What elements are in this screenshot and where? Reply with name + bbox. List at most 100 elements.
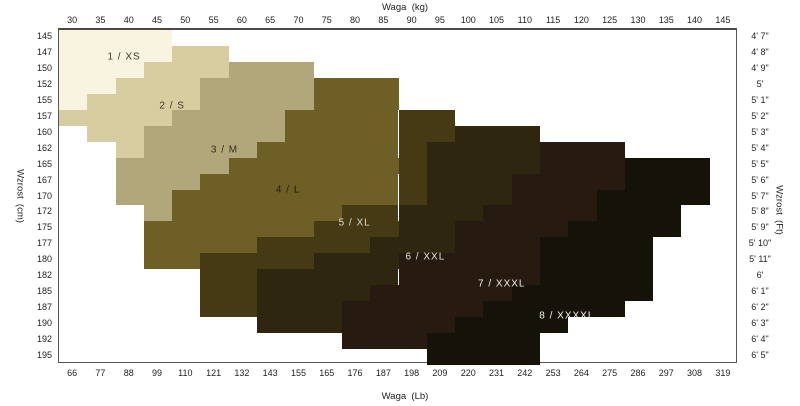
- tick-label-lb-88: 88: [123, 368, 134, 378]
- tick-label-ft-19: 6' 4": [751, 334, 769, 345]
- tick-label-ft-0: 4' 7": [751, 30, 769, 41]
- tick-label-kg-115: 115: [545, 15, 561, 25]
- tick-label-ft-18: 6' 3": [751, 318, 769, 329]
- tick-label-lb-121: 121: [206, 368, 222, 378]
- size-region-XXXL: [539, 157, 625, 174]
- size-region-XXL: [257, 269, 399, 286]
- tick-label-lb-220: 220: [460, 368, 476, 378]
- tick-label-kg-70: 70: [293, 15, 304, 25]
- tick-label-cm-172: 172: [36, 206, 52, 217]
- tick-label-ft-5: 5' 2": [751, 110, 769, 121]
- size-region-XL: [200, 253, 314, 270]
- size-region-XXXXL: [455, 317, 569, 334]
- tick-label-lb-187: 187: [375, 368, 391, 378]
- size-region-XS: [59, 30, 173, 46]
- tick-label-ft-17: 6' 2": [751, 302, 769, 313]
- top-axis-title: Waga (kg): [381, 2, 429, 13]
- size-region-XXL: [257, 317, 342, 334]
- size-region-L: [172, 205, 342, 222]
- tick-label-lb-242: 242: [517, 368, 533, 378]
- tick-label-kg-60: 60: [236, 15, 247, 25]
- size-region-XXXXL: [539, 237, 654, 254]
- size-region-L: [143, 221, 314, 238]
- size-region-XXXL: [455, 221, 569, 238]
- size-region-XL: [398, 141, 427, 158]
- tick-label-lb-264: 264: [573, 368, 589, 378]
- size-region-XL: [341, 205, 399, 222]
- size-region-M: [115, 173, 201, 190]
- size-region-XXXL: [341, 317, 456, 334]
- size-region-XXXXL: [568, 221, 682, 238]
- tick-label-lb-66: 66: [67, 368, 78, 378]
- size-region-XL: [200, 269, 258, 286]
- tick-label-lb-176: 176: [347, 368, 363, 378]
- size-region-XXXXL: [596, 189, 710, 206]
- size-region-XL: [398, 109, 456, 126]
- tick-label-kg-135: 135: [658, 15, 674, 25]
- tick-label-ft-7: 5' 4": [751, 142, 769, 153]
- size-region-XXXL: [341, 301, 484, 318]
- size-region-XXL: [426, 157, 540, 174]
- tick-label-kg-65: 65: [265, 15, 276, 25]
- tick-label-cm-165: 165: [36, 158, 52, 169]
- tick-label-ft-8: 5' 5": [751, 158, 769, 169]
- size-region-XXXXL: [624, 173, 710, 190]
- size-region-S: [87, 93, 201, 110]
- tick-label-kg-75: 75: [321, 15, 332, 25]
- tick-label-cm-162: 162: [36, 142, 52, 153]
- size-region-L: [143, 237, 258, 254]
- size-region-M: [115, 189, 173, 206]
- size-region-XL: [200, 301, 258, 318]
- size-region-XXL: [455, 125, 540, 142]
- size-region-XS: [59, 61, 144, 78]
- tick-label-lb-231: 231: [489, 368, 505, 378]
- size-region-M: [228, 61, 314, 78]
- tick-label-lb-77: 77: [95, 368, 106, 378]
- size-region-XXXXL: [624, 157, 710, 174]
- size-region-XS: [59, 45, 173, 62]
- size-region-XXXL: [539, 141, 625, 158]
- tick-label-ft-10: 5' 7": [751, 190, 769, 201]
- size-region-M: [115, 157, 229, 174]
- tick-label-kg-130: 130: [630, 15, 646, 25]
- size-region-L: [285, 109, 399, 126]
- size-region-L: [257, 141, 399, 158]
- tick-label-cm-152: 152: [36, 78, 52, 89]
- tick-label-kg-125: 125: [602, 15, 618, 25]
- size-region-XXXL: [511, 189, 597, 206]
- size-region-S: [115, 141, 144, 158]
- size-label-XL: 5 / XL: [338, 217, 371, 229]
- size-region-S: [115, 77, 201, 94]
- size-label-XXXXL: 8 / XXXXL: [539, 310, 595, 322]
- size-region-M: [200, 77, 314, 94]
- size-region-XXXXL: [539, 253, 654, 270]
- tick-label-ft-12: 5' 9": [751, 222, 769, 233]
- size-region-XL: [398, 173, 427, 190]
- size-region-XXXXL: [426, 333, 540, 350]
- tick-label-kg-100: 100: [460, 15, 476, 25]
- size-region-XS: [59, 93, 88, 110]
- tick-label-kg-40: 40: [123, 15, 134, 25]
- tick-label-lb-275: 275: [602, 368, 618, 378]
- tick-label-ft-3: 5': [756, 78, 764, 89]
- plot-area: 1 / XS 2 / S 3 / M 4 / L 5 / XL 6 / XXL 7 / XX…: [58, 28, 737, 365]
- size-label-XS: 1 / XS: [107, 51, 141, 63]
- tick-label-lb-253: 253: [545, 368, 561, 378]
- size-region-XXXXL: [596, 205, 682, 222]
- tick-label-ft-16: 6' 1": [751, 286, 769, 297]
- size-region-XL: [398, 189, 427, 206]
- tick-label-lb-319: 319: [715, 368, 731, 378]
- size-label-XXXL: 7 / XXXL: [478, 278, 526, 290]
- size-region-XXL: [398, 205, 484, 222]
- size-region-L: [172, 189, 399, 206]
- size-region-XXXXL: [511, 285, 654, 302]
- tick-label-ft-11: 5' 8": [751, 206, 769, 217]
- tick-label-lb-155: 155: [290, 368, 306, 378]
- tick-label-kg-55: 55: [208, 15, 219, 25]
- left-axis-title: Wzrost (cm): [14, 169, 26, 223]
- tick-label-cm-155: 155: [36, 94, 52, 105]
- size-region-S: [59, 109, 173, 126]
- size-region-XXXXL: [483, 301, 625, 318]
- size-region-XXL: [313, 253, 399, 270]
- bottom-axis-title: Waga (Lb): [381, 391, 429, 402]
